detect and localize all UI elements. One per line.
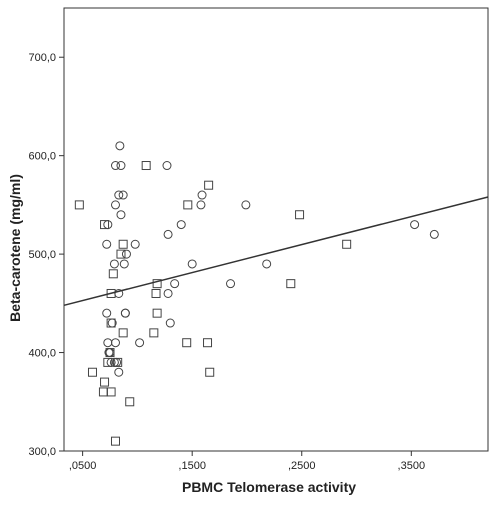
square-point <box>149 328 159 338</box>
circle-point <box>118 190 128 200</box>
square-point <box>106 318 116 328</box>
circle-point <box>110 200 120 210</box>
x-tick-label: ,3500 <box>398 460 426 472</box>
square-point <box>98 387 108 397</box>
square-point <box>295 210 305 220</box>
x-axis-ticks: ,0500 ,1500 ,2500 ,3500 <box>69 451 425 472</box>
circle-point <box>130 239 140 249</box>
circle-point <box>163 288 173 298</box>
y-tick-label: 500,0 <box>28 249 56 261</box>
y-tick-label: 600,0 <box>28 151 56 163</box>
circle-point <box>119 259 129 269</box>
circle-point <box>163 229 173 239</box>
circle-point <box>110 338 120 348</box>
circle-point <box>102 239 112 249</box>
square-point <box>141 161 151 171</box>
circle-point <box>170 279 180 289</box>
circle-point <box>162 161 172 171</box>
circle-point <box>115 141 125 151</box>
square-point <box>110 436 120 446</box>
circle-point <box>121 249 131 259</box>
y-tick-label: 400,0 <box>28 348 56 360</box>
plot-frame <box>63 7 489 452</box>
square-point <box>74 200 84 210</box>
x-tick-label: ,0500 <box>69 460 97 472</box>
circle-point <box>110 161 120 171</box>
square-point <box>118 328 128 338</box>
square-point <box>152 279 162 289</box>
y-axis-ticks: 300,0 400,0 500,0 600,0 700,0 <box>28 52 64 458</box>
square-point <box>103 357 113 367</box>
square-point <box>113 357 123 367</box>
circle-point <box>429 229 439 239</box>
circle-point <box>116 161 126 171</box>
circle-point <box>135 338 145 348</box>
circle-point <box>114 367 124 377</box>
circle-point <box>262 259 272 269</box>
circle-point <box>165 318 175 328</box>
circle-point <box>103 220 113 230</box>
data-markers <box>74 141 439 446</box>
circle-point <box>187 259 197 269</box>
square-point <box>100 377 110 387</box>
fit-line <box>63 196 489 307</box>
circle-point <box>410 220 420 230</box>
square-point <box>151 288 161 298</box>
x-axis-title: PBMC Telomerase activity <box>182 479 356 495</box>
square-point <box>106 387 116 397</box>
circle-point <box>120 308 130 318</box>
circle-point <box>114 190 124 200</box>
square-point <box>342 239 352 249</box>
square-point <box>286 279 296 289</box>
square-point <box>116 249 126 259</box>
square-point <box>205 367 215 377</box>
circle-point <box>176 220 186 230</box>
square-point <box>125 397 135 407</box>
square-point <box>105 348 115 358</box>
square-point <box>108 269 118 279</box>
square-point <box>183 200 193 210</box>
square-point <box>106 288 116 298</box>
circle-point <box>197 190 207 200</box>
x-tick-label: ,1500 <box>178 460 206 472</box>
square-point <box>204 180 214 190</box>
circle-point <box>103 338 113 348</box>
circle-point <box>102 308 112 318</box>
square-point <box>118 239 128 249</box>
square-point <box>87 367 97 377</box>
square-point <box>182 338 192 348</box>
square-point <box>152 308 162 318</box>
y-tick-label: 700,0 <box>28 52 56 64</box>
square-point <box>203 338 213 348</box>
square-point <box>100 220 110 230</box>
circle-point <box>226 279 236 289</box>
circle-point <box>109 259 119 269</box>
circle-point <box>241 200 251 210</box>
y-tick-label: 300,0 <box>28 446 56 458</box>
circle-point <box>116 210 126 220</box>
y-axis-title: Beta-carotene (mg/ml) <box>7 174 23 322</box>
x-tick-label: ,2500 <box>288 460 316 472</box>
circle-point <box>196 200 206 210</box>
